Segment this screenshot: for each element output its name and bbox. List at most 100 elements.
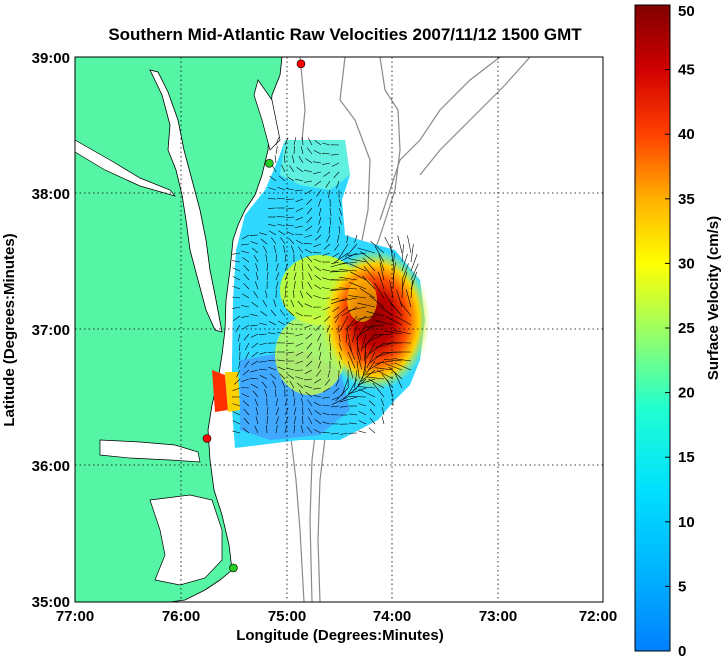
- velocity-vector: [394, 362, 412, 371]
- velocity-vector: [295, 233, 304, 236]
- velocity-vector: [233, 378, 241, 385]
- velocity-vector: [304, 369, 313, 374]
- velocity-vector: [253, 291, 259, 299]
- velocity-vector: [331, 396, 340, 401]
- velocity-vector: [338, 207, 343, 216]
- velocity-vector: [407, 235, 412, 254]
- velocity-vector: [254, 398, 259, 407]
- velocity-vector: [401, 279, 404, 299]
- velocity-vector: [385, 363, 403, 371]
- velocity-vector: [364, 342, 367, 361]
- velocity-vector: [285, 224, 295, 227]
- velocity-vector: [275, 253, 277, 263]
- velocity-vector: [293, 137, 297, 146]
- velocity-vector: [255, 272, 259, 281]
- velocity-vector: [268, 187, 277, 191]
- velocity-vector: [306, 216, 313, 224]
- velocity-vector: [364, 360, 376, 376]
- velocity-vector: [286, 351, 295, 354]
- axes-frame: [74, 56, 604, 603]
- velocity-vector: [293, 289, 295, 299]
- velocity-vector: [306, 342, 313, 350]
- velocity-vector: [314, 266, 322, 272]
- velocity-vector: [301, 281, 304, 290]
- albemarle-sound: [99, 439, 201, 463]
- radar-station-marker: [265, 158, 274, 168]
- velocity-vector: [295, 198, 304, 203]
- velocity-vector: [349, 271, 367, 281]
- colorbar-gradient: [634, 4, 671, 652]
- velocity-vector: [380, 398, 385, 407]
- velocity-vector: [266, 407, 269, 416]
- velocity-vector: [331, 396, 349, 405]
- velocity-vector: [277, 359, 286, 362]
- velocity-vector: [338, 351, 343, 360]
- velocity-vector: [313, 315, 322, 320]
- velocity-vector: [323, 243, 331, 250]
- velocity-vector: [275, 388, 277, 398]
- velocity-vector: [329, 333, 331, 343]
- x-tick-label: 76:00: [162, 608, 200, 625]
- velocity-vector: [335, 387, 349, 402]
- velocity-vector: [406, 289, 412, 308]
- velocity-vector: [325, 180, 331, 188]
- velocity-vector: [369, 295, 385, 308]
- colorbar-tick-label: 5: [678, 578, 686, 595]
- velocity-vector: [270, 309, 277, 317]
- velocity-vector: [358, 403, 367, 407]
- velocity-vector: [356, 342, 362, 361]
- velocity-vector: [313, 258, 322, 263]
- velocity-vector: [242, 293, 250, 299]
- velocity-vector: [334, 243, 340, 251]
- velocity-vector: [242, 369, 250, 376]
- velocity-vector: [289, 165, 295, 173]
- velocity-vector: [314, 140, 322, 146]
- velocity-vector: [275, 416, 279, 425]
- velocity-vector: [275, 263, 279, 272]
- velocity-vector: [232, 306, 241, 309]
- velocity-vector: [250, 383, 259, 389]
- velocity-vector: [266, 424, 268, 434]
- velocity-vector: [242, 257, 250, 263]
- velocity-vector: [286, 207, 295, 210]
- velocity-vector: [358, 411, 367, 416]
- velocity-vector: [306, 255, 313, 263]
- velocity-vector: [297, 246, 304, 254]
- velocity-vector: [280, 237, 286, 245]
- velocity-vector: [255, 263, 259, 272]
- velocity-vector: [332, 387, 340, 394]
- velocity-vector: [245, 351, 250, 360]
- velocity-vector: [242, 427, 250, 434]
- velocity-vector: [249, 377, 259, 380]
- velocity-vector: [338, 198, 342, 207]
- velocity-vector: [305, 225, 313, 231]
- velocity-vector: [265, 254, 268, 263]
- velocity-vector: [258, 333, 268, 335]
- velocity-vector: [290, 299, 295, 308]
- velocity-vector: [284, 154, 286, 164]
- velocity-vector: [401, 244, 404, 263]
- velocity-vector: [384, 330, 403, 335]
- velocity-vector: [251, 342, 259, 348]
- velocity-vector: [324, 315, 331, 322]
- velocity-vector: [254, 425, 259, 434]
- velocity-vector: [266, 272, 269, 281]
- velocity-vector: [286, 342, 295, 345]
- velocity-vector: [348, 387, 367, 395]
- velocity-vector: [304, 378, 313, 381]
- velocity-vector: [381, 407, 385, 416]
- velocity-vector: [242, 324, 250, 330]
- velocity-vector: [293, 407, 297, 416]
- velocity-vector: [366, 324, 385, 328]
- velocity-vector: [251, 301, 259, 308]
- velocity-vector: [399, 301, 412, 317]
- delaware-bay: [253, 79, 281, 151]
- velocity-vector: [243, 264, 250, 272]
- velocity-vector: [410, 263, 419, 281]
- velocity-vector: [369, 342, 385, 354]
- velocity-vector: [339, 269, 358, 272]
- velocity-vector: [396, 289, 403, 308]
- velocity-vector: [306, 198, 313, 205]
- velocity-vector: [365, 342, 376, 359]
- velocity-vector: [370, 240, 385, 254]
